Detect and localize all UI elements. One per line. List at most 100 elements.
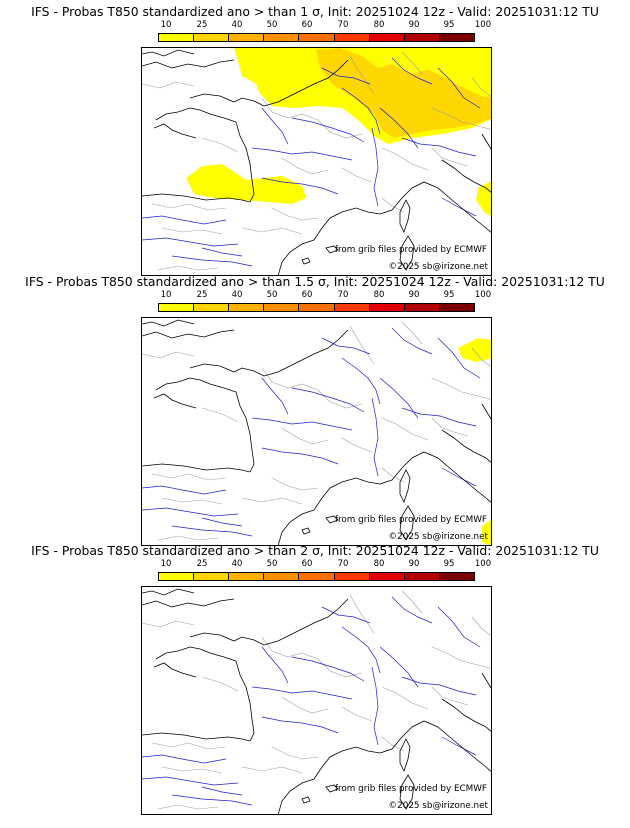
scale-segment [369,34,405,41]
island [399,235,415,271]
scale-segment [194,34,230,41]
river [291,656,365,682]
river [171,525,253,537]
admin-border [241,227,303,235]
river [379,646,419,688]
admin-border [401,321,423,345]
admin-border [151,473,227,481]
probability-area [482,519,491,545]
admin-border [349,325,375,365]
scale-segment [159,34,195,41]
river [321,67,371,85]
scale-label: 80 [373,559,385,569]
panel-title: IFS - Probas T850 standardized ano > tha… [25,274,605,289]
coastline [313,451,491,511]
coastline [277,778,315,814]
scale-label: 60 [301,559,313,569]
coastline [153,123,197,139]
coastline [235,660,255,742]
probability-area [186,164,306,204]
map-drawing [142,588,491,814]
scale-segment [264,34,300,41]
scale-label: 70 [337,290,349,300]
admin-border [281,427,329,445]
coastline [313,181,491,241]
coastline [142,319,195,327]
scale-label: 40 [231,290,243,300]
river [379,107,419,149]
admin-border [431,107,491,130]
river [261,447,339,465]
admin-border [201,137,239,153]
river [437,337,481,379]
scale-segment [194,304,230,311]
coastline [142,193,251,203]
admin-border [281,696,329,714]
admin-border [281,157,329,175]
scale-segment [439,34,474,41]
scale-segment [299,573,335,580]
coastline [142,588,195,596]
admin-border [381,197,405,213]
island [399,774,415,810]
scale-segment [404,304,440,311]
river [142,485,227,495]
island [399,469,411,504]
river [401,407,477,427]
scale-label: 80 [373,20,385,30]
coastline [235,121,255,203]
admin-border [261,97,319,121]
coastline [155,377,237,393]
scale-label: 40 [231,20,243,30]
scale-label: 90 [408,559,420,569]
admin-border [431,417,469,437]
river [261,646,289,684]
probability-map: from grib files provided by ECMWF ©2025 … [141,317,492,546]
admin-border [471,616,491,636]
scale-label: 50 [266,559,278,569]
scale-segment [299,34,335,41]
river [341,626,381,674]
admin-border [261,636,319,660]
island [325,245,339,254]
admin-border [142,81,195,89]
scale-segment [194,573,230,580]
admin-border [341,706,373,722]
river [251,686,353,700]
river [321,337,371,355]
admin-border [381,686,429,710]
scale-segment [229,34,265,41]
scale-segment [334,304,370,311]
scale-segment [404,34,440,41]
river [201,247,243,257]
admin-border [431,147,469,167]
admin-border [401,51,423,75]
admin-border [381,736,405,752]
scale-segment [369,573,405,580]
river [261,377,289,415]
coastline [277,239,315,275]
data-source-credit: from grib files provided by ECMWF [334,245,487,255]
scale-segment [334,34,370,41]
scale-segment [404,573,440,580]
admin-border [161,227,223,235]
admin-border [201,676,239,692]
scale-label: 50 [266,290,278,300]
river [321,606,371,624]
coastline [481,133,491,150]
river [171,794,253,806]
island [301,796,311,804]
river [341,357,381,405]
scale-label: 10 [160,20,172,30]
color-scale-labels: 10 25 40 50 60 70 80 90 95 100 [150,20,492,32]
coastline [142,732,251,742]
coastline [155,646,237,662]
scale-label: 25 [196,290,208,300]
coastline [235,391,255,473]
coastline [142,463,251,473]
scale-label: 95 [443,559,455,569]
island [301,527,311,535]
color-scale-bar [158,303,475,312]
scale-segment [369,304,405,311]
admin-border [157,265,219,271]
